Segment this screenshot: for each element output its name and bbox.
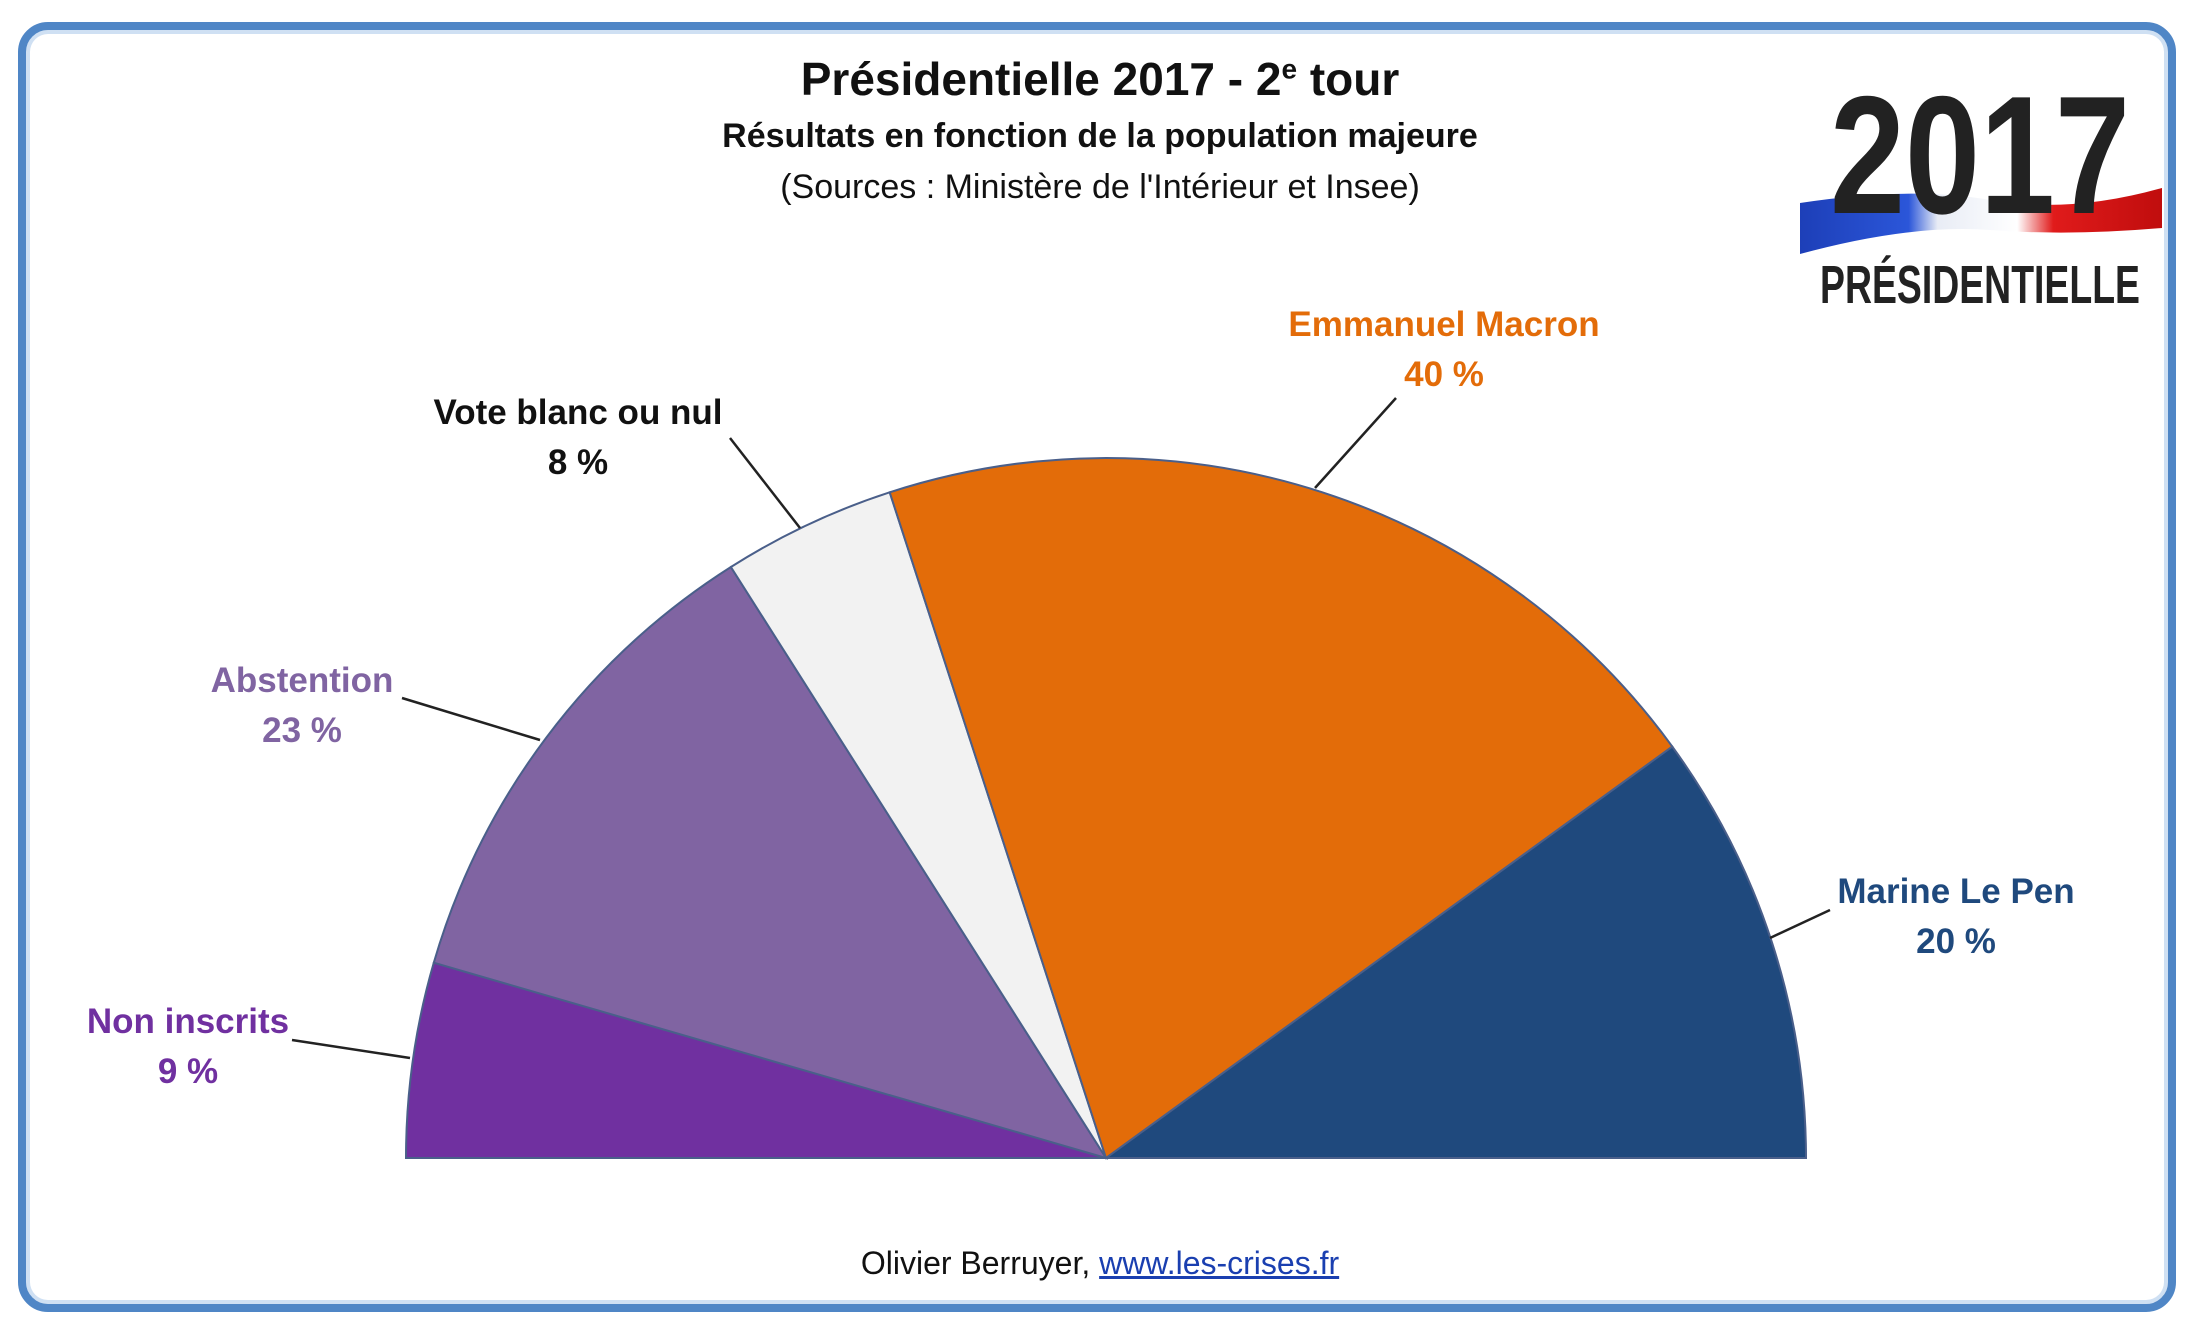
- slice-name-label: Abstention: [211, 661, 394, 700]
- chart-title: Présidentielle 2017 - 2e tour: [800, 53, 1400, 105]
- slice-value-label: 9 %: [158, 1052, 218, 1091]
- chart-subtitle: Résultats en fonction de la population m…: [722, 117, 1478, 155]
- leader-line: [729, 437, 801, 529]
- flag-ribbon: [1800, 188, 2162, 254]
- leader-line: [291, 1038, 411, 1060]
- slice-value-label: 20 %: [1916, 922, 1996, 961]
- slice-name-label: Emmanuel Macron: [1288, 305, 1599, 344]
- pie-slice-emmanuel-macron: [888, 457, 1674, 1160]
- pie-slice-marine-le-pen: [1102, 745, 1808, 1159]
- footer: Olivier Berruyer, www.les-crises.fr: [0, 1245, 2200, 1282]
- presidentielle-2017-logo: 2017 PRÉSIDENTIELLE: [1800, 61, 2162, 315]
- slice-value-label: 23 %: [262, 711, 342, 750]
- footer-link[interactable]: www.les-crises.fr: [1099, 1245, 1340, 1281]
- slice-value-label: 40 %: [1404, 355, 1484, 394]
- slice-name-label: Vote blanc ou nul: [433, 393, 722, 432]
- pie-slice-non-inscrits: [404, 961, 1107, 1159]
- slice-name-label: Non inscrits: [87, 1002, 289, 1041]
- logo-year: 2017: [1830, 61, 2130, 249]
- footer-author: Olivier Berruyer,: [860, 1245, 1100, 1281]
- slice-value-label: 8 %: [548, 443, 608, 482]
- chart-source: (Sources : Ministère de l'Intérieur et I…: [780, 168, 1420, 206]
- slice-name-label: Marine Le Pen: [1837, 872, 2074, 911]
- leader-line: [401, 696, 541, 742]
- logo-word: PRÉSIDENTIELLE: [1820, 255, 2140, 315]
- leader-line: [1314, 397, 1397, 489]
- pie-slice-abstention: [432, 565, 1109, 1160]
- leader-line: [1769, 908, 1831, 940]
